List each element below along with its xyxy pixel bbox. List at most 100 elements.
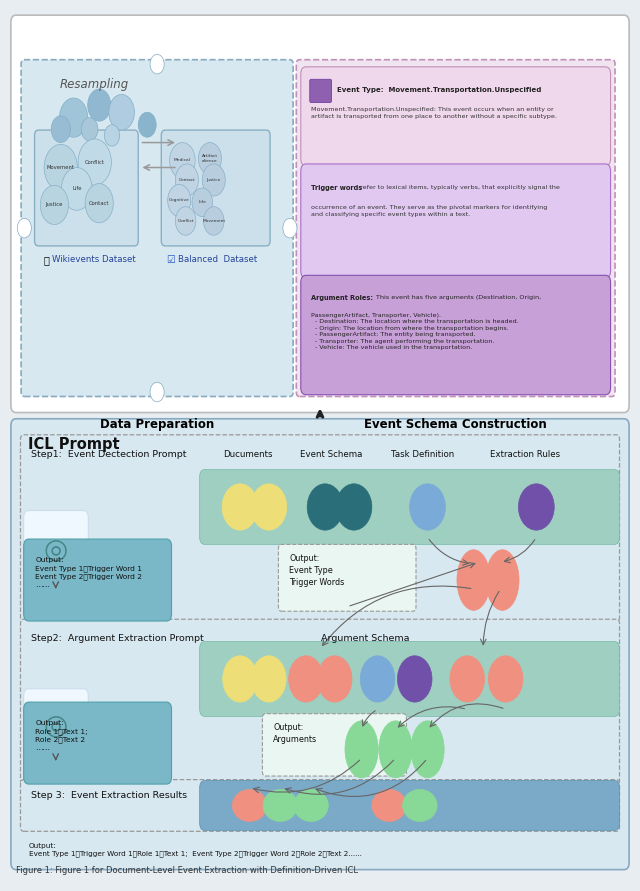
Ellipse shape — [289, 656, 323, 702]
Circle shape — [204, 207, 224, 235]
FancyBboxPatch shape — [200, 781, 620, 830]
Text: Event Schema: Event Schema — [300, 450, 363, 459]
Ellipse shape — [222, 484, 258, 530]
FancyBboxPatch shape — [35, 130, 138, 246]
Ellipse shape — [223, 656, 257, 702]
Ellipse shape — [251, 484, 287, 530]
Circle shape — [17, 218, 31, 238]
FancyBboxPatch shape — [11, 15, 629, 413]
Text: occurrence of an event. They serve as the pivotal markers for identifying
and cl: occurrence of an event. They serve as th… — [311, 205, 547, 217]
Text: Figure 1: Figure 1 for Document-Level Event Extraction with Definition-Driven IC: Figure 1: Figure 1 for Document-Level Ev… — [16, 866, 358, 875]
Circle shape — [138, 112, 156, 137]
Text: Step2:  Argument Extraction Prompt: Step2: Argument Extraction Prompt — [31, 634, 204, 643]
Circle shape — [283, 218, 297, 238]
Circle shape — [150, 54, 164, 74]
Text: Conflict: Conflict — [177, 219, 194, 223]
Text: Movement: Movement — [202, 219, 225, 223]
Circle shape — [44, 144, 77, 191]
Circle shape — [192, 188, 212, 217]
Ellipse shape — [397, 656, 432, 702]
Circle shape — [168, 184, 191, 217]
Ellipse shape — [411, 721, 444, 778]
Circle shape — [61, 168, 92, 210]
Text: Step 3:  Event Extraction Results: Step 3: Event Extraction Results — [31, 791, 188, 800]
Circle shape — [202, 164, 225, 196]
FancyBboxPatch shape — [21, 60, 293, 396]
Ellipse shape — [252, 656, 286, 702]
Text: Task Definition: Task Definition — [391, 450, 454, 459]
Text: Output:
Role 1，Text 1;
Role 2，Text 2
……: Output: Role 1，Text 1; Role 2，Text 2 …… — [35, 720, 88, 751]
Circle shape — [51, 116, 70, 143]
Ellipse shape — [372, 789, 406, 822]
Text: ☑: ☑ — [166, 255, 175, 265]
Text: Artifact
alience: Artifact alience — [202, 154, 218, 163]
FancyBboxPatch shape — [278, 544, 416, 611]
Circle shape — [109, 94, 134, 130]
Text: Justice: Justice — [207, 178, 221, 182]
FancyBboxPatch shape — [200, 470, 620, 544]
Text: Contact: Contact — [89, 200, 109, 206]
Ellipse shape — [379, 721, 412, 778]
Text: Data Preparation: Data Preparation — [100, 418, 214, 431]
Text: ◎: ◎ — [44, 711, 68, 740]
Circle shape — [85, 184, 113, 223]
Text: Life: Life — [72, 186, 81, 192]
Ellipse shape — [457, 550, 490, 610]
Circle shape — [104, 125, 120, 146]
Circle shape — [40, 185, 68, 225]
FancyBboxPatch shape — [301, 275, 611, 395]
Text: 🔷: 🔷 — [44, 255, 49, 265]
Circle shape — [88, 89, 111, 121]
Circle shape — [78, 139, 111, 185]
FancyBboxPatch shape — [24, 511, 88, 589]
FancyBboxPatch shape — [296, 60, 615, 396]
Text: Argument Schema: Argument Schema — [321, 634, 409, 643]
Ellipse shape — [486, 550, 519, 610]
FancyBboxPatch shape — [301, 67, 611, 166]
FancyBboxPatch shape — [301, 164, 611, 278]
Text: Movement: Movement — [47, 165, 75, 170]
FancyBboxPatch shape — [11, 419, 629, 870]
Ellipse shape — [232, 789, 267, 822]
Circle shape — [198, 143, 221, 175]
FancyBboxPatch shape — [24, 539, 172, 621]
FancyBboxPatch shape — [262, 714, 406, 776]
Text: Wikievents Dataset: Wikievents Dataset — [52, 255, 136, 264]
FancyBboxPatch shape — [310, 79, 332, 102]
FancyBboxPatch shape — [161, 130, 270, 246]
Ellipse shape — [518, 484, 554, 530]
Text: ◎: ◎ — [44, 535, 68, 564]
Text: Output:
Event Type
Trigger Words: Output: Event Type Trigger Words — [289, 554, 344, 587]
FancyBboxPatch shape — [20, 780, 620, 831]
Text: PassengerArtifact, Transporter, Vehicle).
  - Destination: The location where th: PassengerArtifact, Transporter, Vehicle)… — [311, 313, 519, 350]
Ellipse shape — [317, 656, 352, 702]
Text: Step1:  Event Dectection Prompt: Step1: Event Dectection Prompt — [31, 450, 187, 459]
Circle shape — [60, 98, 88, 137]
Text: Ducuments: Ducuments — [223, 450, 273, 459]
Ellipse shape — [450, 656, 484, 702]
Text: Event Schema Construction: Event Schema Construction — [364, 418, 547, 431]
Text: Resampling: Resampling — [60, 78, 129, 92]
Text: Argument Roles:: Argument Roles: — [311, 295, 373, 301]
Text: Life: Life — [198, 200, 206, 204]
Ellipse shape — [488, 656, 523, 702]
Ellipse shape — [360, 656, 395, 702]
Circle shape — [81, 118, 98, 141]
Text: Event Type:  Movement.Transportation.Unspecified: Event Type: Movement.Transportation.Unsp… — [337, 87, 541, 94]
Ellipse shape — [263, 789, 298, 822]
Circle shape — [175, 207, 196, 235]
Ellipse shape — [403, 789, 437, 822]
Text: Justice: Justice — [45, 202, 63, 208]
Text: This event has five arguments (Destination, Origin,: This event has five arguments (Destinati… — [372, 295, 541, 300]
Text: Output:
Event Type 1，Trigger Word 1，Role 1，Text 1;  Event Type 2，Trigger Word 2，: Output: Event Type 1，Trigger Word 1，Role… — [29, 843, 362, 857]
Text: Extraction Rules: Extraction Rules — [490, 450, 560, 459]
Ellipse shape — [345, 721, 378, 778]
Text: Output:
Event Type 1，Trigger Word 1
Event Type 2，Trigger Word 2
……: Output: Event Type 1，Trigger Word 1 Even… — [35, 557, 142, 588]
Text: ICL Prompt: ICL Prompt — [28, 437, 119, 452]
Text: Cognitive: Cognitive — [169, 199, 189, 202]
Text: Output:
Arguments: Output: Arguments — [273, 723, 317, 745]
Text: Movement.Transportation.Unspecified: This event occurs when an entity or
artifac: Movement.Transportation.Unspecified: Thi… — [311, 107, 557, 119]
Text: Medical: Medical — [174, 159, 191, 162]
FancyBboxPatch shape — [20, 619, 620, 785]
Ellipse shape — [294, 789, 328, 822]
